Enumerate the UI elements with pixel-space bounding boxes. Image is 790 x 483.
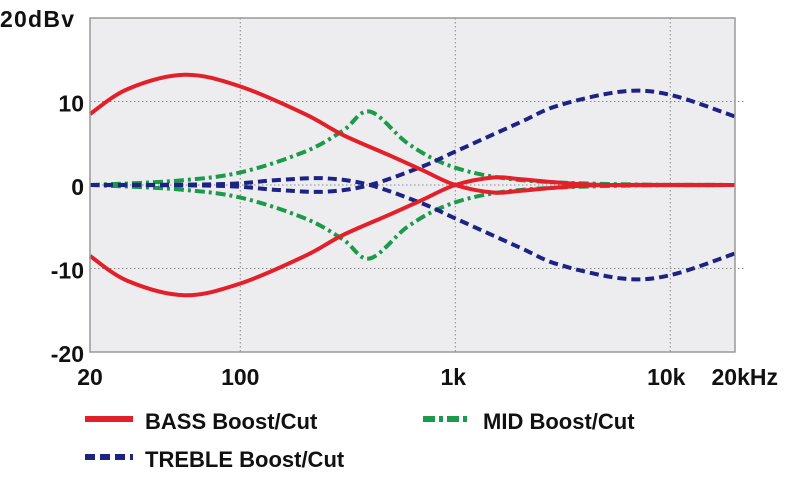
y-tick-label: -10 bbox=[51, 258, 84, 284]
legend: BASS Boost/Cut MID Boost/Cut TREBLE Boost/… bbox=[85, 409, 635, 472]
x-tick-label: 20 bbox=[77, 364, 103, 390]
y-tick-label: 20dBv bbox=[0, 6, 74, 32]
y-tick-label: 0 bbox=[71, 174, 84, 200]
plot-border bbox=[89, 17, 736, 353]
curves bbox=[88, 72, 736, 298]
bass-curve-boost bbox=[88, 72, 736, 195]
y-tick-label: 10 bbox=[58, 91, 84, 117]
x-tick-label: 10k bbox=[647, 364, 686, 390]
bass-curve-cut bbox=[88, 175, 736, 298]
legend-label: BASS Boost/Cut bbox=[145, 409, 318, 434]
x-tick-label: 20kHz bbox=[712, 364, 778, 390]
x-tick-label: 100 bbox=[221, 364, 259, 390]
legend-label: MID Boost/Cut bbox=[483, 409, 635, 434]
treble-curve-cut bbox=[89, 176, 736, 282]
legend-label: TREBLE Boost/Cut bbox=[145, 447, 345, 472]
x-tick-label: 1k bbox=[440, 364, 466, 390]
y-tick-label: -20 bbox=[51, 341, 84, 367]
treble-curve-boost bbox=[89, 88, 736, 194]
